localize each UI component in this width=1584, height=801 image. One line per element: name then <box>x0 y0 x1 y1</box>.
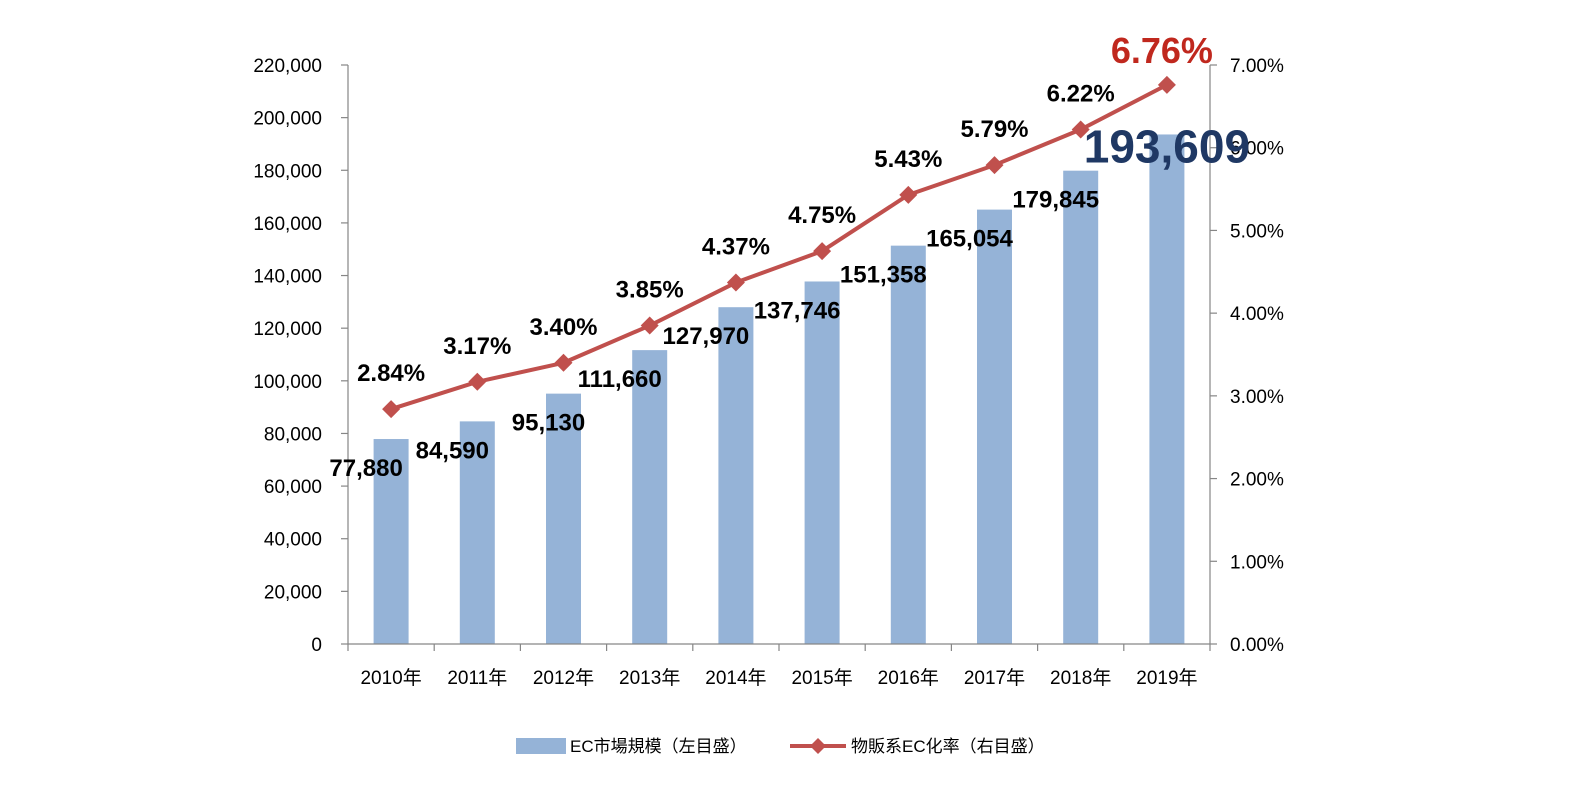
right-tick-label-7: 7.00% <box>1230 56 1284 77</box>
left-tick-label-7: 140,000 <box>253 267 322 288</box>
legend-line-marker <box>810 738 826 754</box>
left-tick-label-5: 100,000 <box>253 372 322 393</box>
x-tick-label-8: 2018年 <box>1050 667 1111 689</box>
x-tick-label-7: 2017年 <box>964 667 1025 689</box>
line-point-6 <box>899 185 918 204</box>
bar-3 <box>632 350 668 644</box>
line-label-1: 3.17% <box>443 333 511 360</box>
legend-label-bar: EC市場規模（左目盛） <box>570 737 747 756</box>
bar-9 <box>1149 134 1185 645</box>
line-layer <box>382 75 1176 419</box>
line-point-4 <box>726 273 745 292</box>
x-tick-label-9: 2019年 <box>1136 667 1197 689</box>
left-tick-label-2: 40,000 <box>264 530 322 551</box>
x-tick-label-3: 2013年 <box>619 667 680 689</box>
left-tick-label-9: 180,000 <box>253 161 322 182</box>
line-label-4: 4.37% <box>702 234 770 261</box>
line-label-2: 3.40% <box>529 314 597 341</box>
right-tick-label-4: 4.00% <box>1230 304 1284 325</box>
line-label-3: 3.85% <box>616 277 684 304</box>
bar-6 <box>890 245 926 644</box>
line-point-0 <box>382 400 401 419</box>
left-tick-label-3: 60,000 <box>264 477 322 498</box>
right-tick-label-5: 5.00% <box>1230 221 1284 242</box>
line-point-1 <box>468 372 487 391</box>
left-tick-label-11: 220,000 <box>253 56 322 77</box>
right-tick-label-0: 0.00% <box>1230 635 1284 656</box>
right-tick-label-6: 6.00% <box>1230 139 1284 160</box>
line-point-3 <box>640 316 659 335</box>
line-label-8: 6.22% <box>1047 81 1115 108</box>
left-tick-label-6: 120,000 <box>253 319 322 340</box>
bar-label-1: 84,590 <box>416 437 489 464</box>
bar-label-6: 151,358 <box>840 262 927 289</box>
bar-label-8: 179,845 <box>1012 187 1099 214</box>
legend: EC市場規模（左目盛） 物販系EC化率（右目盛） <box>516 737 1045 756</box>
line-point-5 <box>813 242 832 261</box>
left-tick-label-4: 80,000 <box>264 424 322 445</box>
bar-5 <box>804 281 840 644</box>
left-tick-label-8: 160,000 <box>253 214 322 235</box>
line-point-9 <box>1157 75 1176 94</box>
bar-2 <box>546 393 581 644</box>
line-point-7 <box>985 156 1004 175</box>
line-label-6: 5.43% <box>874 146 942 173</box>
left-tick-label-10: 200,000 <box>253 109 322 130</box>
left-tick-label-1: 20,000 <box>264 582 322 603</box>
bars-layer <box>373 134 1185 645</box>
legend-bar-swatch <box>516 738 566 754</box>
right-tick-label-3: 3.00% <box>1230 387 1284 408</box>
axes-layer: 0 20,000 40,000 60,000 80,000 100,000 120,000 1… <box>253 56 1284 689</box>
ec-rate-line <box>390 83 1168 411</box>
bar-label-7: 165,054 <box>926 226 1013 253</box>
x-tick-label-6: 2016年 <box>878 667 939 689</box>
bar-label-4: 127,970 <box>663 323 750 350</box>
line-label-0: 2.84% <box>357 360 425 387</box>
line-point-8 <box>1071 120 1090 139</box>
x-tick-label-0: 2010年 <box>360 667 421 689</box>
bar-label-0: 77,880 <box>329 455 402 482</box>
bar-8 <box>1063 170 1099 644</box>
bar-label-5: 137,746 <box>754 297 841 324</box>
bar-0 <box>373 439 409 644</box>
x-tick-label-4: 2014年 <box>705 667 766 689</box>
bar-label-9: 193,609 <box>1084 120 1250 172</box>
right-tick-label-1: 1.00% <box>1230 552 1284 573</box>
line-label-7: 5.79% <box>960 116 1028 143</box>
x-tick-label-1: 2011年 <box>447 667 507 689</box>
left-tick-label-0: 0 <box>311 635 322 656</box>
line-label-9: 6.76% <box>1111 30 1213 71</box>
x-tick-label-2: 2012年 <box>533 667 594 689</box>
bar-4 <box>718 307 754 644</box>
bar-7 <box>977 209 1012 644</box>
bar-1 <box>459 421 495 644</box>
bar-label-3: 111,660 <box>578 366 662 393</box>
x-tick-label-5: 2015年 <box>791 667 852 689</box>
line-point-2 <box>554 353 573 372</box>
right-tick-label-2: 2.00% <box>1230 470 1284 491</box>
line-label-5: 4.75% <box>788 202 856 229</box>
bar-label-2: 95,130 <box>512 410 585 437</box>
legend-label-line: 物販系EC化率（右目盛） <box>851 737 1045 756</box>
